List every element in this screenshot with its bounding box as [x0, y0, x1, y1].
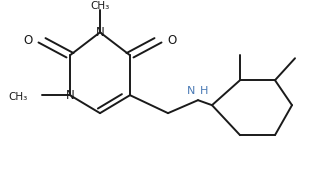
Text: N: N	[66, 89, 74, 102]
Text: CH₃: CH₃	[9, 92, 28, 102]
Text: O: O	[24, 34, 33, 47]
Text: N: N	[96, 26, 104, 39]
Text: H: H	[200, 86, 208, 96]
Text: CH₃: CH₃	[90, 1, 109, 11]
Text: O: O	[167, 34, 177, 47]
Text: N: N	[187, 86, 195, 96]
